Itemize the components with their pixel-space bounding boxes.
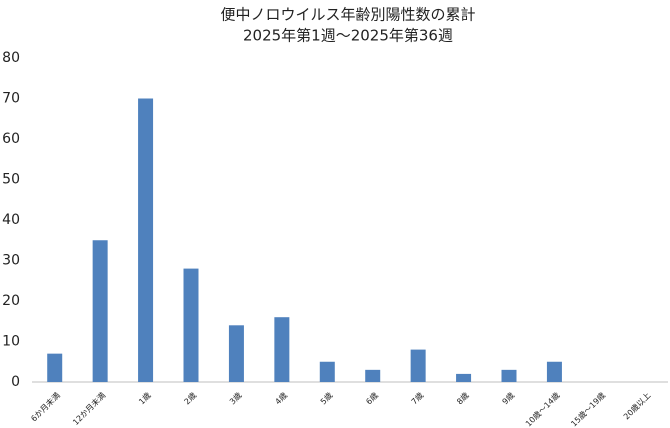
- x-tick-label: 20歳以上: [621, 390, 652, 421]
- x-tick-label: 7歳: [409, 390, 425, 406]
- bar: [410, 349, 426, 382]
- x-tick-label: 15歳～19歳: [569, 390, 607, 428]
- x-tick-label: 2歳: [182, 390, 198, 406]
- x-tick-label: 5歳: [318, 390, 334, 406]
- y-tick-label: 40: [2, 212, 20, 228]
- y-tick-label: 60: [2, 131, 20, 147]
- x-tick-label: 6か月未満: [29, 390, 62, 423]
- bar: [138, 98, 154, 382]
- bar: [546, 361, 562, 382]
- bar: [183, 268, 199, 382]
- chart-subtitle: 2025年第1週～2025年第36週: [243, 27, 453, 45]
- y-tick-label: 0: [11, 374, 20, 390]
- x-tick-label: 8歳: [454, 390, 470, 406]
- x-tick-label: 6歳: [364, 390, 380, 406]
- y-tick-label: 30: [2, 253, 20, 269]
- x-tick-label: 4歳: [273, 390, 289, 406]
- y-tick-label: 20: [2, 293, 20, 309]
- chart-title: 便中ノロウイルス年齢別陽性数の累計: [220, 6, 475, 24]
- y-tick-label: 80: [2, 50, 20, 66]
- bar: [456, 373, 472, 382]
- bar: [365, 369, 381, 382]
- bar: [228, 325, 244, 382]
- x-tick-label: 12か月未満: [70, 390, 107, 427]
- x-tick-label: 3歳: [227, 390, 243, 406]
- bar: [47, 353, 63, 382]
- bar: [319, 361, 335, 382]
- x-tick-label: 9歳: [500, 390, 516, 406]
- bar: [92, 240, 108, 382]
- bar: [501, 369, 517, 382]
- y-tick-label: 70: [2, 91, 20, 107]
- x-tick-label: 1歳: [136, 390, 152, 406]
- y-tick-label: 10: [2, 334, 20, 350]
- y-tick-label: 50: [2, 172, 20, 188]
- bar: [274, 317, 290, 382]
- x-tick-label: 10歳～14歳: [523, 390, 561, 428]
